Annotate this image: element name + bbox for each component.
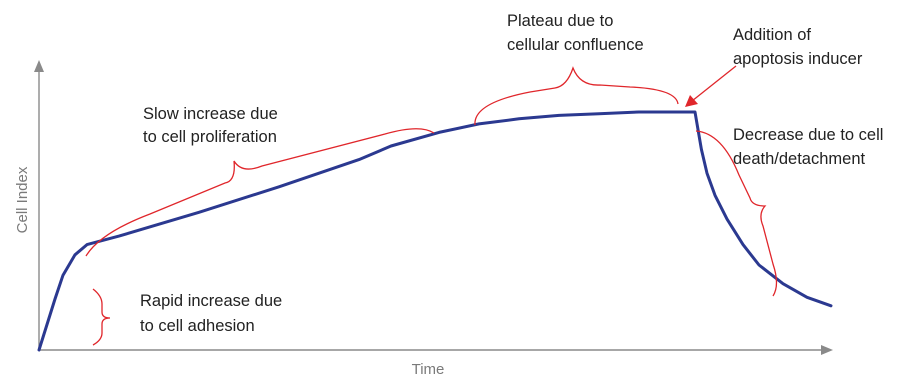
annotation-slow-increase: Slow increase due to cell proliferation	[143, 105, 282, 146]
brace-plateau	[474, 66, 679, 126]
annotation-decrease-line-1: Decrease due to cell	[733, 126, 883, 144]
annotation-inducer-line-1: Addition of	[733, 26, 811, 44]
series-line-cell-index	[37, 110, 833, 352]
annotation-plateau-line-2: cellular confluence	[507, 36, 644, 54]
x-axis-label: Time	[412, 361, 445, 377]
annotation-inducer-line-2: apoptosis inducer	[733, 50, 863, 68]
arrow-head-inducer	[685, 95, 698, 107]
brace-decrease	[695, 130, 778, 297]
arrow-shaft-inducer	[691, 65, 737, 102]
y-axis-arrow	[34, 60, 44, 72]
annotation-plateau-line-1: Plateau due to	[507, 12, 613, 30]
annotation-rapid-increase: Rapid increase due to cell adhesion	[140, 292, 287, 335]
annotation-decrease-line-2: death/detachment	[733, 150, 866, 168]
brace-slow-increase	[85, 128, 435, 257]
annotation-inducer: Addition of apoptosis inducer	[733, 26, 863, 68]
annotation-slow-line-1: Slow increase due	[143, 105, 278, 123]
annotation-rapid-line-1: Rapid increase due	[140, 292, 282, 310]
annotation-slow-line-2: to cell proliferation	[143, 128, 277, 146]
x-axis-arrow	[821, 345, 833, 355]
brace-rapid-increase	[92, 288, 111, 346]
annotation-decrease: Decrease due to cell death/detachment	[733, 126, 888, 168]
y-axis-label: Cell Index	[14, 166, 31, 233]
annotation-plateau: Plateau due to cellular confluence	[507, 12, 644, 54]
annotation-rapid-line-2: to cell adhesion	[140, 317, 255, 335]
